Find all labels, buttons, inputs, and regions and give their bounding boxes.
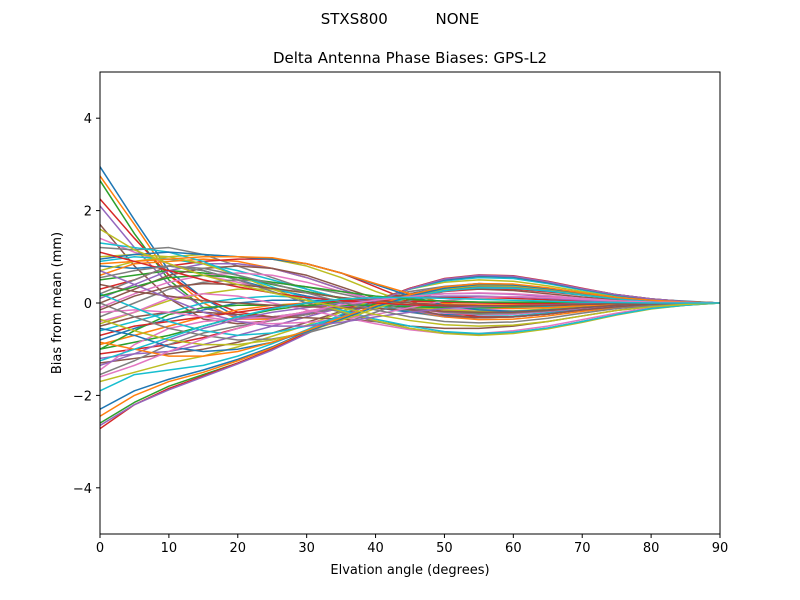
series-line-s57 <box>100 292 720 378</box>
x-tick-label: 70 <box>574 541 591 556</box>
x-tick-label: 90 <box>712 541 729 556</box>
x-tick-label: 0 <box>96 541 104 556</box>
series-line-s56 <box>100 282 720 311</box>
series-line-s52 <box>100 282 720 357</box>
series-line-s59 <box>100 228 720 327</box>
y-tick-label: 2 <box>84 205 92 220</box>
series-line-s42 <box>100 256 720 310</box>
x-tick-label: 40 <box>367 541 384 556</box>
y-tick-label: −2 <box>73 389 92 404</box>
x-tick-label: 80 <box>643 541 660 556</box>
y-tick-label: 4 <box>84 112 92 127</box>
x-axis-label: Elvation angle (degrees) <box>330 563 489 578</box>
series-line-s35 <box>100 274 720 427</box>
series-line-s58 <box>100 265 720 324</box>
x-tick-label: 60 <box>505 541 522 556</box>
chart-title: Delta Antenna Phase Biases: GPS-L2 <box>273 49 547 67</box>
y-tick-label: −4 <box>73 482 92 497</box>
x-tick-label: 10 <box>161 541 178 556</box>
x-tick-label: 50 <box>436 541 453 556</box>
series-line-s60 <box>100 296 720 362</box>
y-tick-label: 0 <box>84 297 92 312</box>
x-tick-label: 30 <box>298 541 315 556</box>
y-axis: −4 −2 0 2 4 <box>73 112 100 497</box>
y-axis-label: Bias from mean (mm) <box>50 232 65 374</box>
series-layer <box>100 166 720 430</box>
figure-suptitle: STXS800 NONE <box>321 10 480 28</box>
x-axis: 0 10 20 30 40 50 60 70 80 90 <box>96 534 728 556</box>
series-line-s37 <box>100 293 720 335</box>
series-line-s46 <box>100 283 720 313</box>
x-tick-label: 20 <box>230 541 247 556</box>
series-line-s40 <box>100 242 720 335</box>
